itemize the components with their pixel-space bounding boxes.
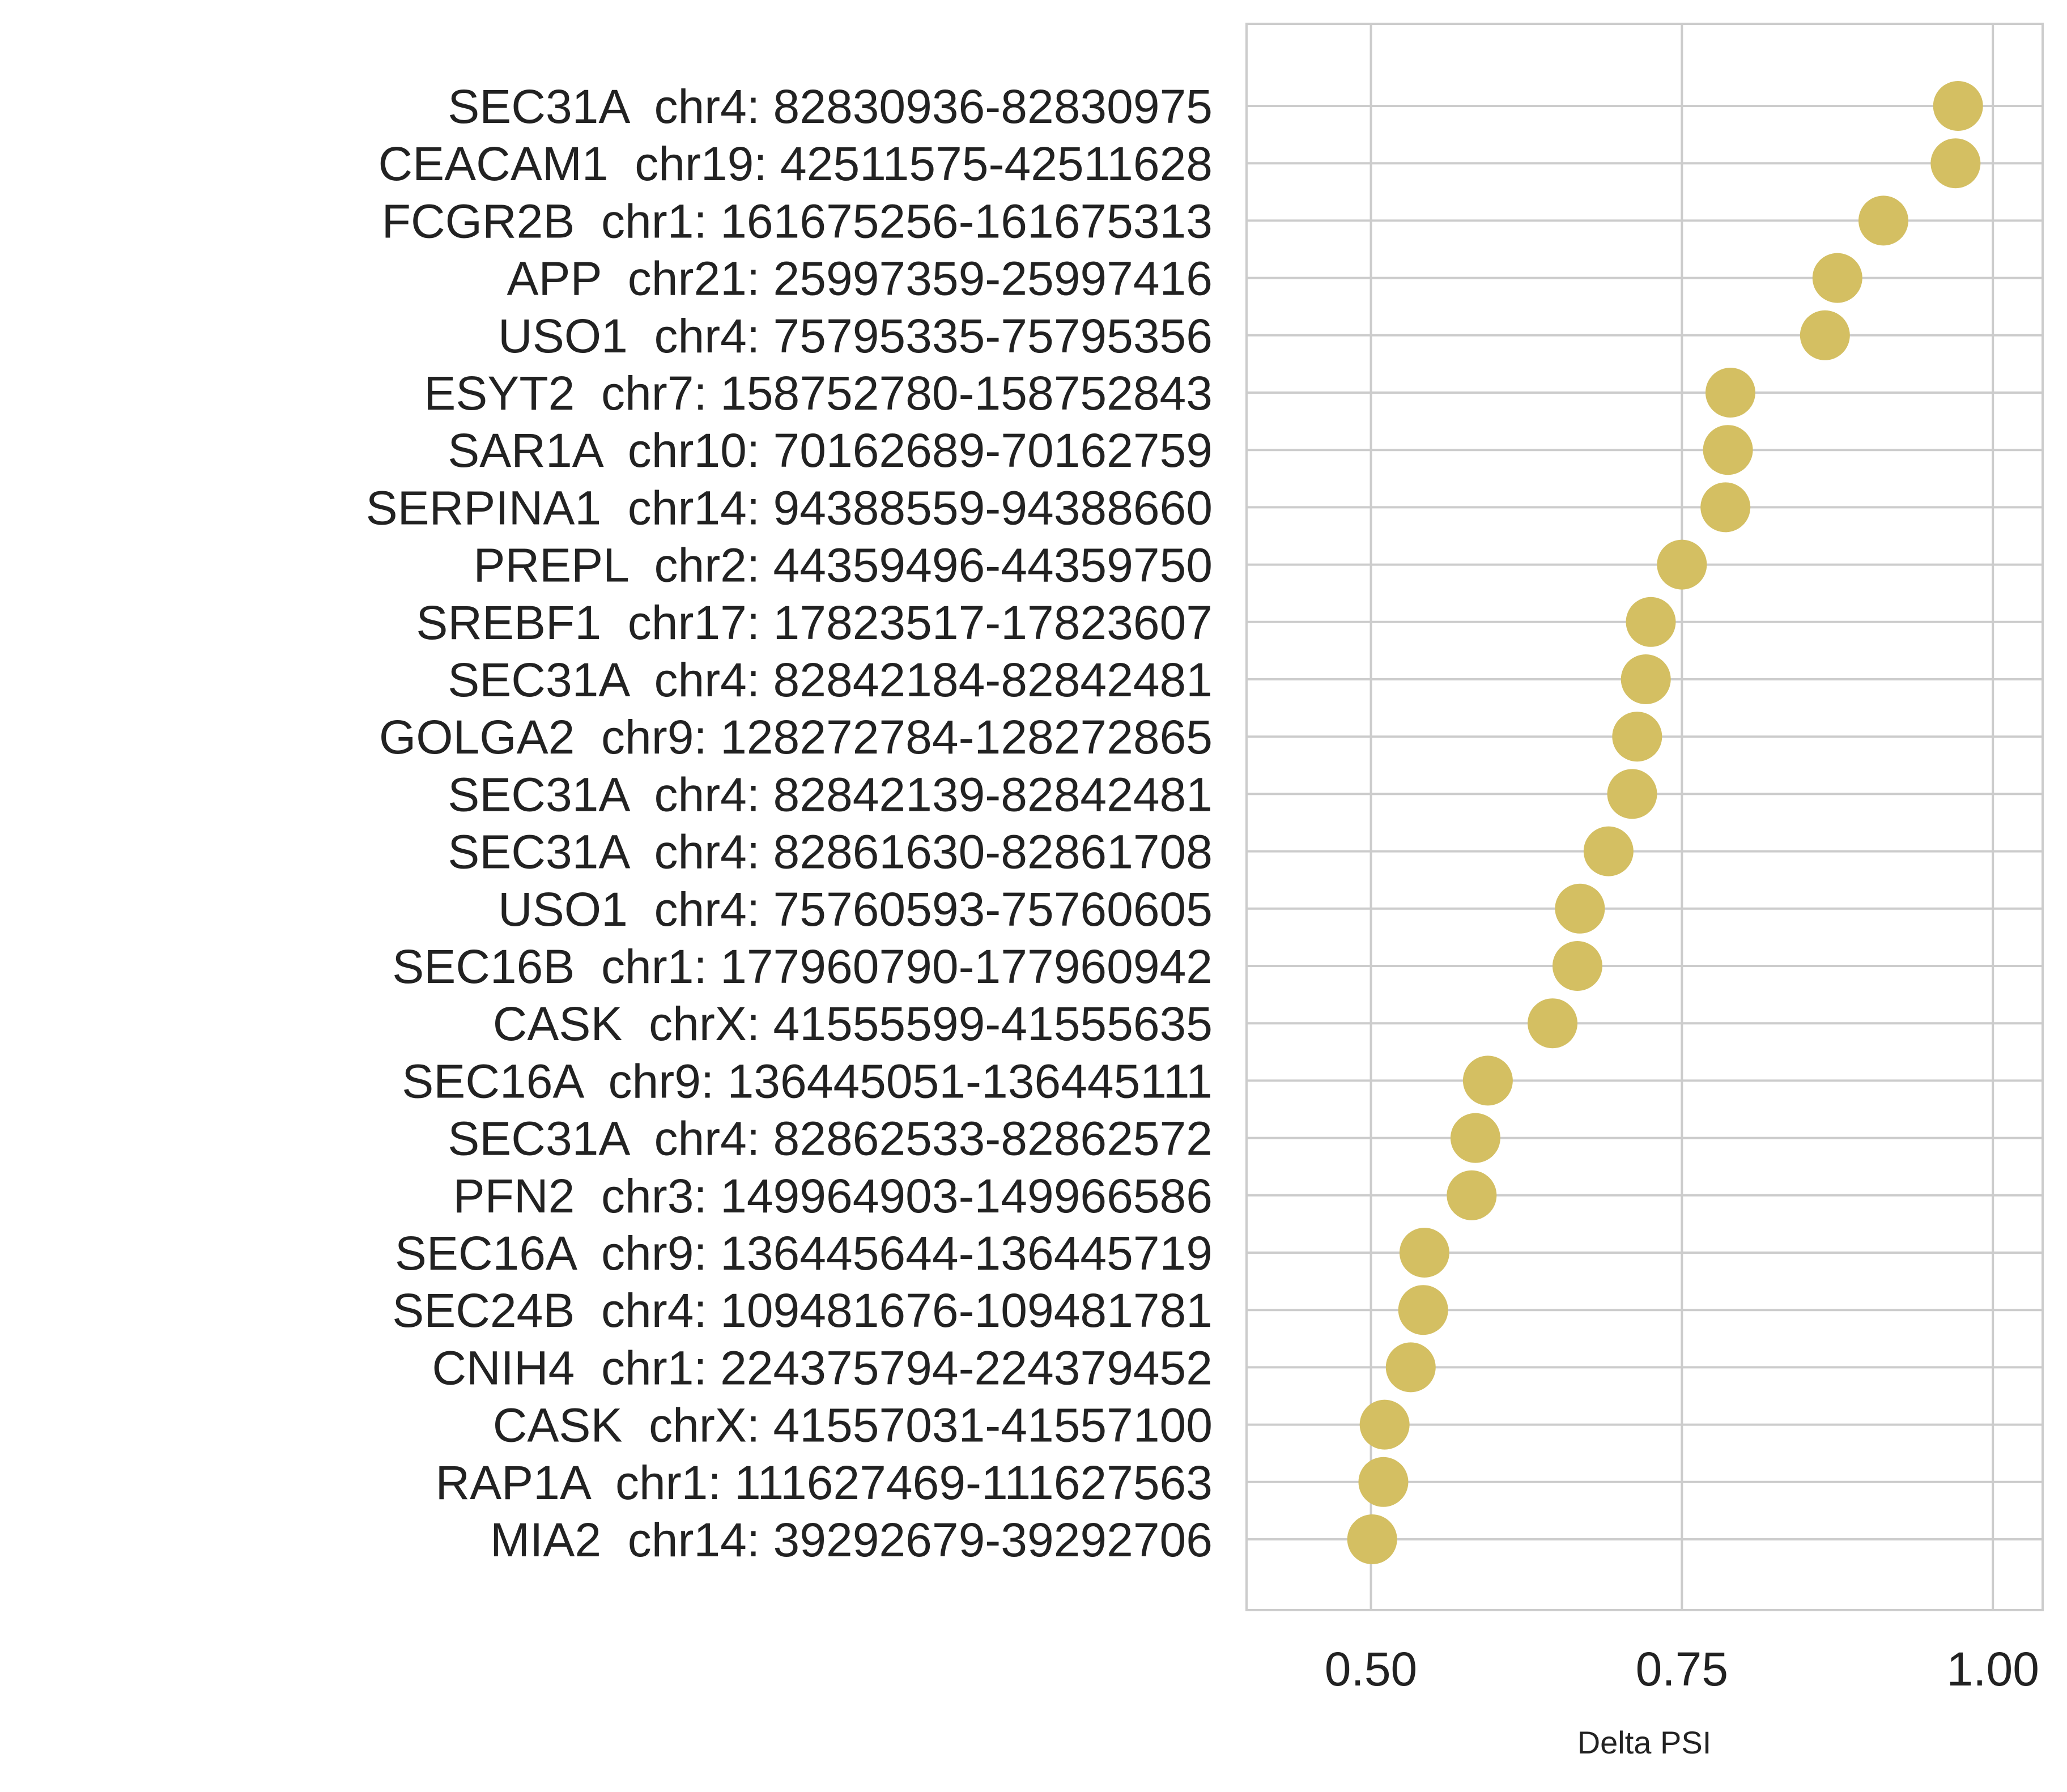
y-tick-label: CEACAM1 chr19: 42511575-42511628 — [378, 137, 1213, 190]
x-tick-labels: 0.50 0.75 1.00 — [1325, 1642, 2039, 1696]
y-tick-label: ESYT2 chr7: 158752780-158752843 — [424, 367, 1213, 420]
y-tick-label: APP chr21: 25997359-25997416 — [507, 252, 1213, 305]
data-point — [1552, 941, 1602, 991]
y-tick-label: SEC16A chr9: 136445051-136445111 — [402, 1054, 1213, 1108]
x-tick-label: 1.00 — [1946, 1642, 2039, 1696]
y-tick-label: SEC16B chr1: 177960790-177960942 — [392, 940, 1213, 993]
y-tick-label: CASK chrX: 41557031-41557100 — [493, 1399, 1213, 1452]
y-tick-label: PREPL chr2: 44359496-44359750 — [473, 539, 1213, 592]
y-tick-label: CASK chrX: 41555599-41555635 — [493, 997, 1213, 1050]
y-tick-label: SEC31A chr4: 82830936-82830975 — [448, 80, 1213, 133]
y-tick-label: RAP1A chr1: 111627469-111627563 — [435, 1456, 1213, 1509]
data-point — [1447, 1170, 1497, 1220]
data-point — [1607, 769, 1657, 819]
y-tick-label: FCGR2B chr1: 161675256-161675313 — [382, 194, 1213, 248]
y-tick-label: SEC31A chr4: 82842139-82842481 — [448, 768, 1213, 821]
data-point — [1933, 81, 1983, 131]
data-point — [1528, 998, 1578, 1049]
x-tick-label: 0.50 — [1325, 1642, 1418, 1696]
data-point — [1462, 1055, 1513, 1106]
data-point — [1347, 1514, 1397, 1564]
data-point — [1385, 1342, 1436, 1393]
x-axis-label: Delta PSI — [1577, 1725, 1712, 1760]
y-tick-label: SAR1A chr10: 70162689-70162759 — [448, 424, 1213, 477]
data-point — [1703, 425, 1753, 475]
plot-frame — [1245, 23, 2044, 1611]
data-point — [1621, 654, 1671, 704]
y-tick-label: SEC16A chr9: 136445644-136445719 — [395, 1227, 1213, 1280]
data-point — [1612, 712, 1662, 762]
marks-layer — [1347, 81, 1983, 1564]
y-tick-label: USO1 chr4: 75795335-75795356 — [498, 309, 1213, 363]
data-point — [1800, 310, 1850, 360]
y-tick-label: USO1 chr4: 75760593-75760605 — [498, 883, 1213, 936]
y-tick-label: SEC24B chr4: 109481676-109481781 — [392, 1284, 1213, 1337]
y-tick-label: CNIH4 chr1: 224375794-224379452 — [432, 1341, 1213, 1394]
y-tick-label: PFN2 chr3: 149964903-149966586 — [453, 1169, 1213, 1223]
data-point — [1812, 253, 1862, 303]
data-point — [1700, 482, 1751, 533]
data-point — [1930, 138, 1981, 189]
y-tick-label: SEC31A chr4: 82842184-82842481 — [448, 653, 1213, 706]
x-tick-label: 0.75 — [1636, 1642, 1729, 1696]
y-tick-label: MIA2 chr14: 39292679-39292706 — [490, 1513, 1213, 1567]
grid-layer — [1247, 24, 2043, 1610]
data-point — [1450, 1113, 1500, 1163]
data-point — [1398, 1285, 1448, 1335]
data-point — [1583, 826, 1634, 876]
data-point — [1555, 883, 1605, 934]
data-point — [1858, 195, 1908, 246]
data-point — [1626, 597, 1676, 647]
data-point — [1705, 368, 1755, 418]
data-point — [1359, 1399, 1410, 1450]
data-point — [1358, 1457, 1409, 1507]
y-tick-label: SREBF1 chr17: 17823517-17823607 — [416, 596, 1213, 649]
data-point — [1657, 539, 1707, 590]
y-tick-label: SEC31A chr4: 82861630-82861708 — [448, 825, 1213, 879]
y-tick-label: GOLGA2 chr9: 128272784-128272865 — [379, 710, 1213, 764]
data-point — [1399, 1228, 1449, 1278]
y-tick-label: SEC31A chr4: 82862533-82862572 — [448, 1112, 1213, 1165]
y-tick-label: SERPINA1 chr14: 94388559-94388660 — [366, 481, 1213, 534]
